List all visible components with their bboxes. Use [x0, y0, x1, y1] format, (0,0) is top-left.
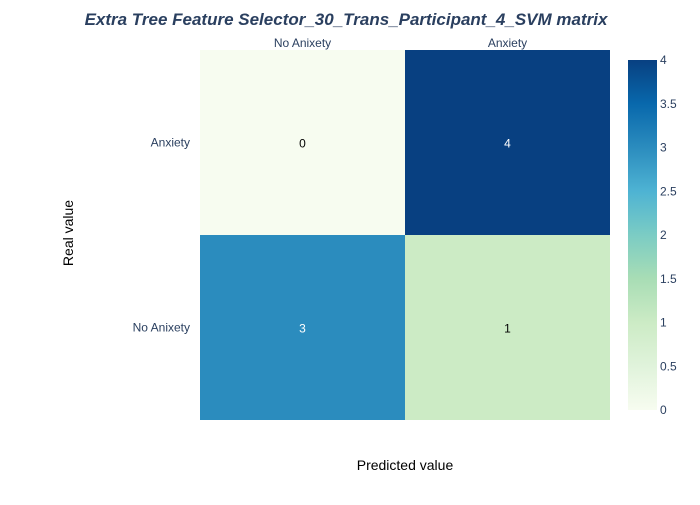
heatmap-cell	[200, 50, 405, 235]
x-tick-label: No Anixety	[274, 36, 331, 50]
cell-value-label: 0	[299, 137, 306, 151]
colorbar-tick-label: 3.5	[660, 97, 677, 111]
heatmap-cell	[405, 235, 610, 420]
colorbar-tick-label: 2.5	[660, 184, 677, 198]
colorbar-tick-labels: 0 0.5 1 1.5 2 2.5 3 3.5 4	[660, 53, 677, 417]
heatmap-cell	[405, 50, 610, 235]
x-axis-tick-labels: No Anixety Anxiety	[274, 36, 527, 50]
heatmap-cells	[200, 50, 610, 420]
colorbar-tick-label: 4	[660, 53, 667, 67]
colorbar	[628, 60, 657, 410]
colorbar-tick-label: 3	[660, 141, 667, 155]
colorbar-tick-label: 1	[660, 316, 667, 330]
x-axis-label: Predicted value	[357, 457, 454, 473]
cell-value-label: 1	[504, 322, 511, 336]
cell-value-label: 3	[299, 322, 306, 336]
y-tick-label: No Anixety	[133, 321, 190, 335]
y-tick-label: Anxiety	[151, 136, 190, 150]
x-tick-label: Anxiety	[488, 36, 527, 50]
colorbar-tick-label: 2	[660, 228, 667, 242]
colorbar-tick-label: 1.5	[660, 272, 677, 286]
y-axis-tick-labels: Anxiety No Anixety	[133, 136, 190, 335]
colorbar-tick-label: 0	[660, 403, 667, 417]
colorbar-tick-label: 0.5	[660, 359, 677, 373]
chart-title: Extra Tree Feature Selector_30_Trans_Par…	[85, 10, 609, 29]
cell-value-label: 4	[504, 137, 511, 151]
heatmap-cell	[200, 235, 405, 420]
heatmap-cell-labels: 0 4 3 1	[299, 137, 511, 336]
y-axis-label: Real value	[60, 200, 76, 266]
